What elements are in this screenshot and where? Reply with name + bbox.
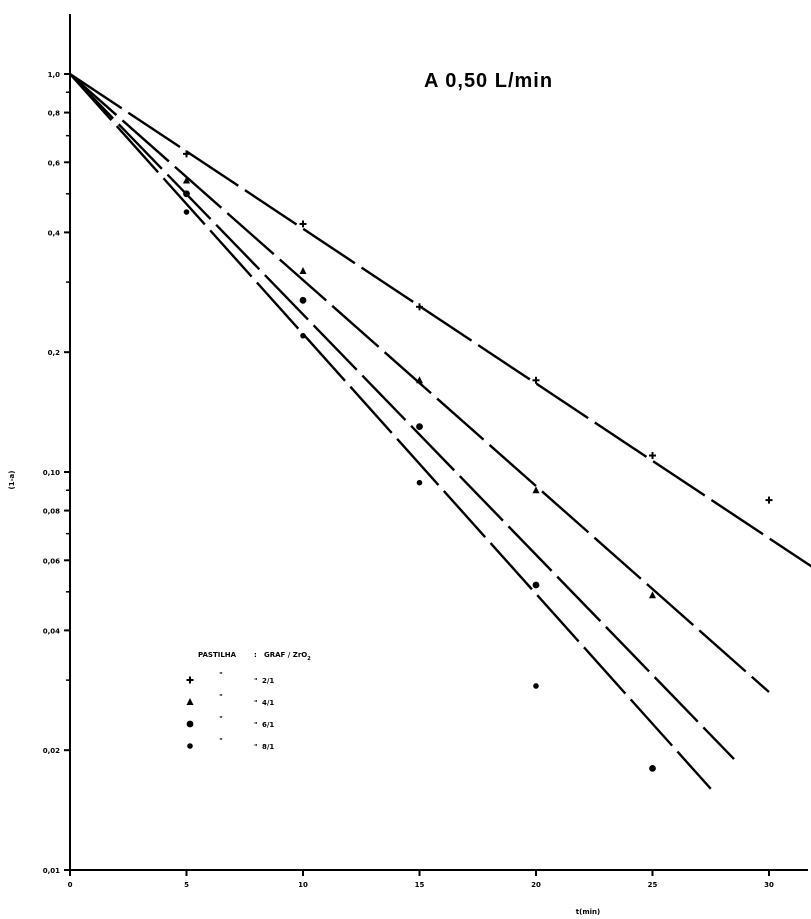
x-tick-label: 20 [531, 881, 541, 889]
y-tick-label: 0,01 [43, 867, 60, 875]
legend-marker-2-1 [186, 676, 194, 684]
legend-marker-6-1 [186, 720, 194, 728]
x-tick-label: 25 [648, 881, 658, 889]
legend-marker-4-1 [186, 698, 194, 705]
legend-ditto-separator: " [254, 677, 258, 685]
data-point-2-1 [183, 150, 190, 158]
legend-ditto-separator: " [254, 721, 258, 729]
data-point-8-1 [533, 683, 539, 689]
x-tick-label: 30 [764, 881, 774, 889]
legend-marker-8-1 [187, 743, 193, 749]
fit-line-8-1 [69, 73, 712, 790]
data-point-4-1 [299, 266, 307, 274]
data-point-6-1 [532, 581, 540, 589]
data-point-8-1 [416, 479, 423, 486]
y-tick-label: 0,06 [43, 557, 60, 565]
y-tick-label: 0,02 [43, 747, 60, 755]
data-point-4-1 [532, 486, 540, 494]
legend-ditto-mark: " [219, 693, 223, 701]
legend-entry-label: 4/1 [262, 699, 274, 707]
x-tick-label: 5 [184, 881, 189, 889]
legend-ditto-mark: " [219, 737, 223, 745]
x-tick-label: 15 [415, 881, 425, 889]
y-tick-label: 0,08 [43, 508, 60, 516]
fit-lines [69, 73, 811, 790]
legend-ditto-mark: " [219, 715, 223, 723]
legend: PASTILHA: GRAF / ZrO2 " " 2/1 " " 4/1 " " 6/1 " " 8/1 [186, 651, 311, 751]
x-tick-label: 10 [298, 881, 308, 889]
fit-line-2-1 [69, 73, 811, 568]
legend-entry-label: 8/1 [262, 743, 274, 751]
data-point-2-1 [299, 220, 307, 228]
axes: 1,0 0,8 0,6 0,4 0,2 0,10 0,08 0,06 0,04 0,02 0,01 0… [8, 14, 808, 916]
data-point-4-1 [416, 376, 423, 384]
data-point-2-1 [765, 496, 773, 504]
y-tick-label: 1,0 [48, 71, 61, 79]
legend-header-pastilha: PASTILHA [198, 651, 237, 659]
y-tick-label: 0,6 [48, 159, 61, 167]
data-point-4-1 [183, 176, 190, 184]
y-tick-label: 0,4 [48, 229, 61, 237]
data-point-6-1 [299, 296, 307, 304]
data-point-6-1 [416, 423, 423, 431]
legend-entry-label: 2/1 [262, 677, 274, 685]
legend-header-separator: : [254, 651, 257, 659]
legend-ditto-separator: " [254, 699, 258, 707]
data-point-6-1 [183, 190, 190, 198]
y-tick-label: 0,8 [48, 110, 61, 118]
legend-ditto-separator: " [254, 743, 258, 751]
data-point-8-1 [649, 765, 656, 772]
data-point-8-1 [183, 209, 190, 215]
data-point-2-1 [649, 452, 656, 460]
x-tick-label: 0 [68, 881, 73, 889]
legend-header-subscript: 2 [307, 656, 311, 662]
y-axis-title: (1-a) [8, 471, 16, 490]
data-point-8-1 [300, 332, 306, 339]
y-tick-label: 0,2 [48, 349, 61, 357]
legend-header-graf-zro2: GRAF / ZrO2 [264, 651, 311, 662]
x-axis-title: t(min) [576, 908, 600, 916]
data-points [183, 150, 773, 772]
data-point-2-1 [416, 303, 423, 311]
y-tick-label: 0,04 [43, 627, 60, 635]
condition-annotation: A 0,50 L/min [424, 70, 554, 92]
data-point-2-1 [532, 376, 540, 384]
legend-entry-label: 6/1 [262, 721, 274, 729]
legend-ditto-mark: " [219, 671, 223, 679]
fit-line-6-1 [69, 73, 735, 760]
data-point-4-1 [649, 591, 656, 599]
y-tick-label: 0,10 [43, 469, 60, 477]
